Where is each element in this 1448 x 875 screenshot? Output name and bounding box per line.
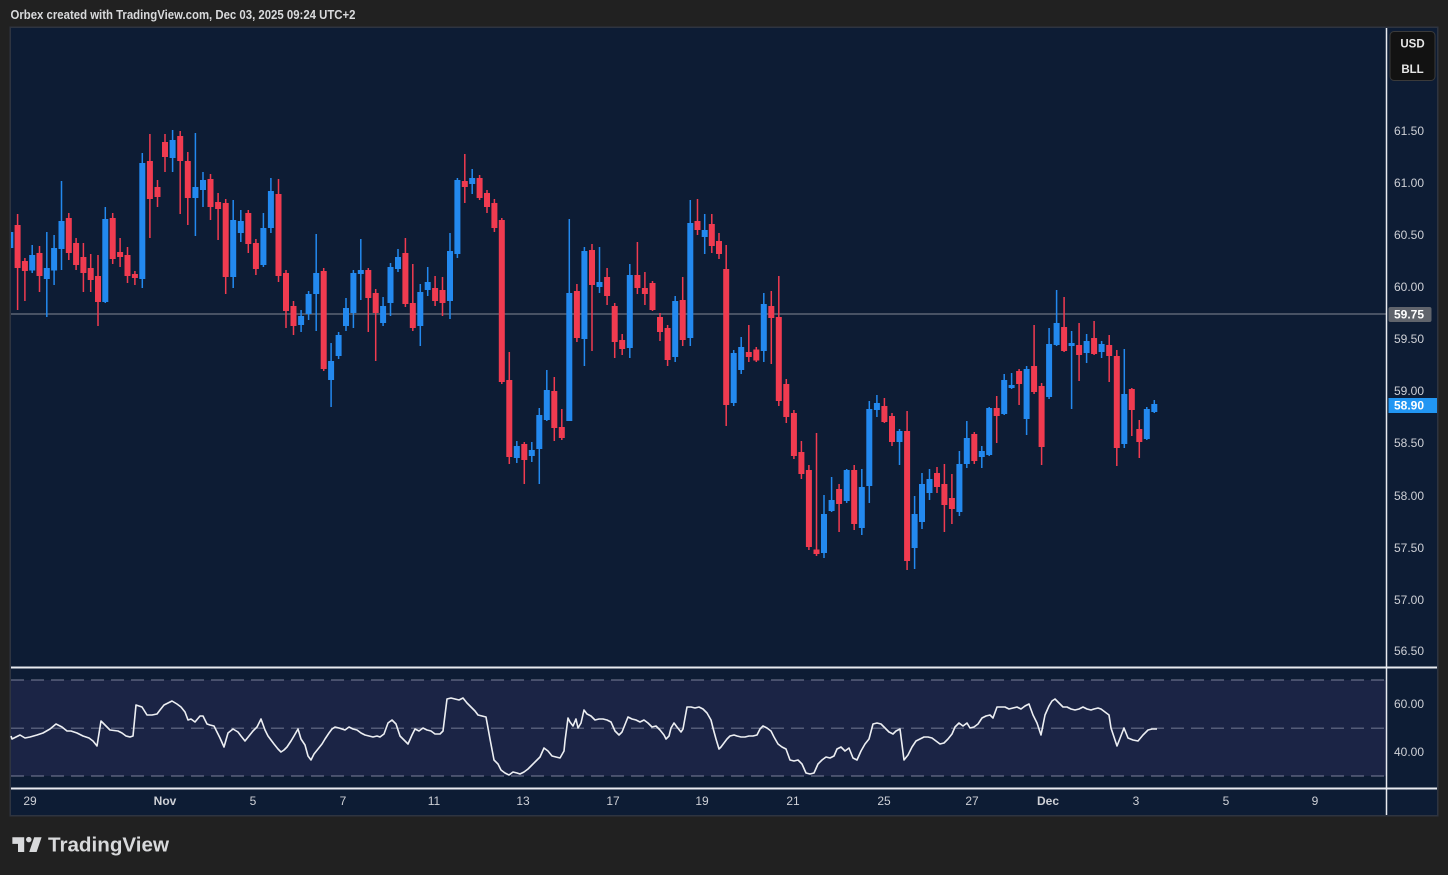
svg-text:5: 5 xyxy=(250,794,257,808)
svg-text:56.50: 56.50 xyxy=(1394,644,1424,658)
svg-text:58.90: 58.90 xyxy=(1394,399,1424,413)
svg-text:BLL: BLL xyxy=(1401,64,1423,76)
svg-text:25: 25 xyxy=(877,794,891,808)
svg-text:3: 3 xyxy=(1133,794,1140,808)
svg-text:59.75: 59.75 xyxy=(1394,308,1424,322)
svg-text:USD: USD xyxy=(1400,39,1424,51)
svg-text:40.00: 40.00 xyxy=(1394,745,1424,759)
svg-text:Nov: Nov xyxy=(154,794,177,808)
svg-text:Dec: Dec xyxy=(1037,794,1059,808)
svg-text:17: 17 xyxy=(606,794,620,808)
svg-text:57.50: 57.50 xyxy=(1394,541,1424,555)
svg-text:60.00: 60.00 xyxy=(1394,697,1424,711)
svg-text:58.00: 58.00 xyxy=(1394,489,1424,503)
svg-text:57.00: 57.00 xyxy=(1394,593,1424,607)
svg-text:29: 29 xyxy=(23,794,37,808)
svg-text:Orbex created with TradingView: Orbex created with TradingView.com, Dec … xyxy=(11,7,356,22)
svg-text:5: 5 xyxy=(1223,794,1230,808)
svg-text:60.00: 60.00 xyxy=(1394,280,1424,294)
svg-text:58.50: 58.50 xyxy=(1394,436,1424,450)
svg-text:59.00: 59.00 xyxy=(1394,384,1424,398)
svg-text:13: 13 xyxy=(516,794,530,808)
svg-text:TradingView: TradingView xyxy=(48,835,169,857)
svg-text:11: 11 xyxy=(428,794,441,808)
svg-text:19: 19 xyxy=(695,794,709,808)
svg-text:60.50: 60.50 xyxy=(1394,228,1424,242)
svg-text:27: 27 xyxy=(965,794,979,808)
svg-text:61.00: 61.00 xyxy=(1394,176,1424,190)
svg-text:59.50: 59.50 xyxy=(1394,332,1424,346)
svg-text:21: 21 xyxy=(786,794,800,808)
svg-text:7: 7 xyxy=(340,794,347,808)
svg-text:9: 9 xyxy=(1312,794,1319,808)
svg-text:61.50: 61.50 xyxy=(1394,124,1424,138)
